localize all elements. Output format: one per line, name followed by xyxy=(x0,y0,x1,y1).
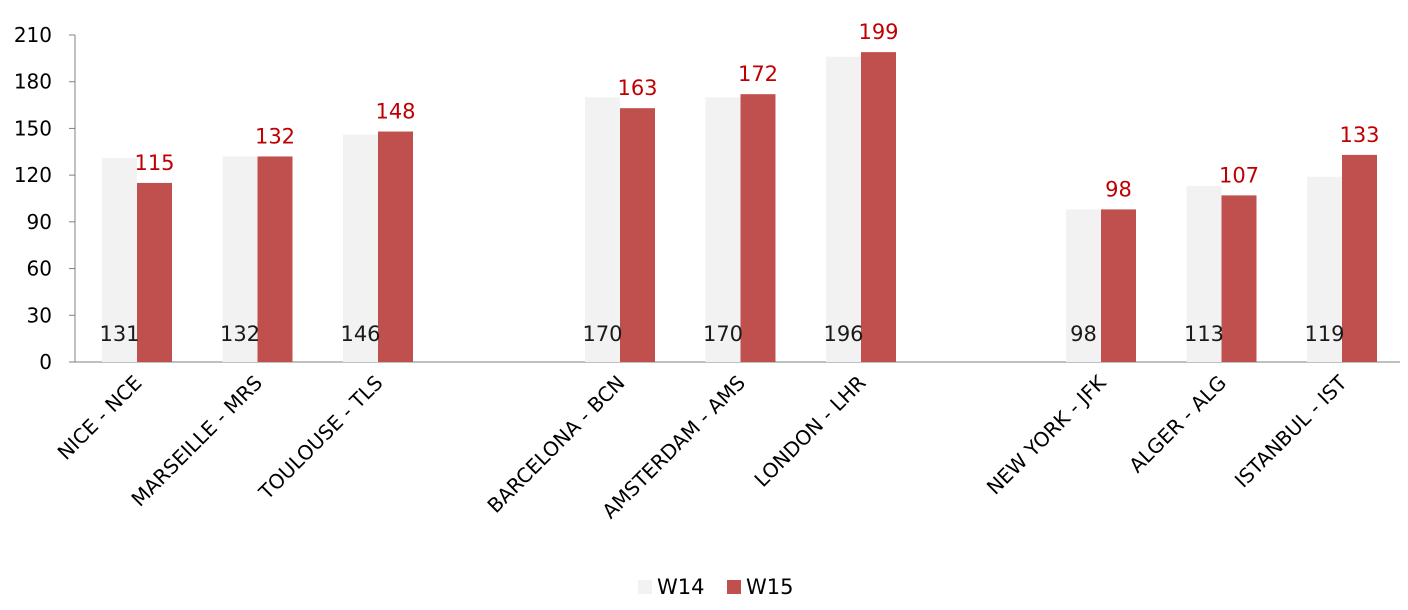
value-label-w14: 98 xyxy=(1070,322,1097,346)
value-label-w14: 170 xyxy=(582,322,622,346)
bar-w14 xyxy=(343,134,378,362)
y-tick-label: 60 xyxy=(27,257,52,281)
bar-w14 xyxy=(1186,186,1222,362)
legend-item-w14[interactable]: W14 xyxy=(638,575,705,599)
value-label-w14: 146 xyxy=(340,322,380,346)
value-label-w15: 163 xyxy=(617,76,657,100)
value-label-w14: 119 xyxy=(1304,322,1344,346)
value-label-w14: 113 xyxy=(1184,322,1224,346)
value-label-w15: 172 xyxy=(738,62,778,86)
y-axis: 0 30 60 90 120 150 180 210 xyxy=(14,23,76,374)
x-category-label: NEW YORK - JFK xyxy=(982,370,1111,499)
y-tick-label: 210 xyxy=(14,23,52,47)
bar-w14 xyxy=(222,156,258,362)
bar-w15 xyxy=(1101,209,1136,362)
value-label-w14: 131 xyxy=(99,322,139,346)
x-category-label: ISTANBUL - IST xyxy=(1230,370,1352,492)
legend-swatch xyxy=(638,580,652,594)
bar-w14 xyxy=(826,56,861,363)
bars xyxy=(102,52,1377,363)
bar-w15 xyxy=(861,52,896,362)
x-category-label: LONDON - LHR xyxy=(749,370,870,491)
value-label-w15: 132 xyxy=(255,124,295,148)
bar-w14 xyxy=(705,97,741,363)
value-label-w15: 98 xyxy=(1105,177,1132,201)
value-label-w15: 133 xyxy=(1339,123,1379,147)
bar-w15 xyxy=(620,108,655,362)
bar-w14 xyxy=(1066,209,1101,362)
x-category-label: MARSEILLE - MRS xyxy=(126,371,267,512)
legend-swatch xyxy=(727,580,741,594)
legend[interactable]: W14 W15 xyxy=(638,575,794,599)
x-category-label: NICE - NCE xyxy=(53,371,147,465)
value-label-w14: 132 xyxy=(220,322,260,346)
legend-label: W14 xyxy=(657,575,705,599)
value-label-w14: 196 xyxy=(823,322,863,346)
y-tick-label: 150 xyxy=(14,116,52,140)
y-tick-label: 0 xyxy=(39,350,52,374)
bar-w14 xyxy=(1307,176,1342,362)
value-label-w15: 115 xyxy=(134,151,174,175)
bar-w15 xyxy=(378,131,413,362)
legend-label: W15 xyxy=(746,575,794,599)
legend-item-w15[interactable]: W15 xyxy=(727,575,794,599)
y-tick-label: 120 xyxy=(14,163,52,187)
value-label-w15: 148 xyxy=(375,100,415,124)
value-label-w15: 107 xyxy=(1219,163,1259,187)
x-category-label: ALGER - ALG xyxy=(1124,371,1231,478)
y-tick-label: 30 xyxy=(27,303,52,327)
bar-w15 xyxy=(137,182,172,362)
value-label-w15: 199 xyxy=(858,20,898,44)
bar-w15 xyxy=(257,156,293,362)
bar-w15 xyxy=(1221,195,1257,362)
bar-w14 xyxy=(585,97,620,363)
y-tick-label: 180 xyxy=(14,70,52,94)
y-tick-label: 90 xyxy=(27,210,52,234)
bar-w15 xyxy=(740,94,776,363)
bar-w14 xyxy=(102,158,137,362)
value-labels: 131 115 132 132 146 148 170 163 170 172 196 199 98 98… xyxy=(99,20,1379,346)
bar-w15 xyxy=(1342,154,1377,362)
x-category-label: TOULOUSE - TLS xyxy=(253,371,387,505)
value-label-w14: 170 xyxy=(703,322,743,346)
